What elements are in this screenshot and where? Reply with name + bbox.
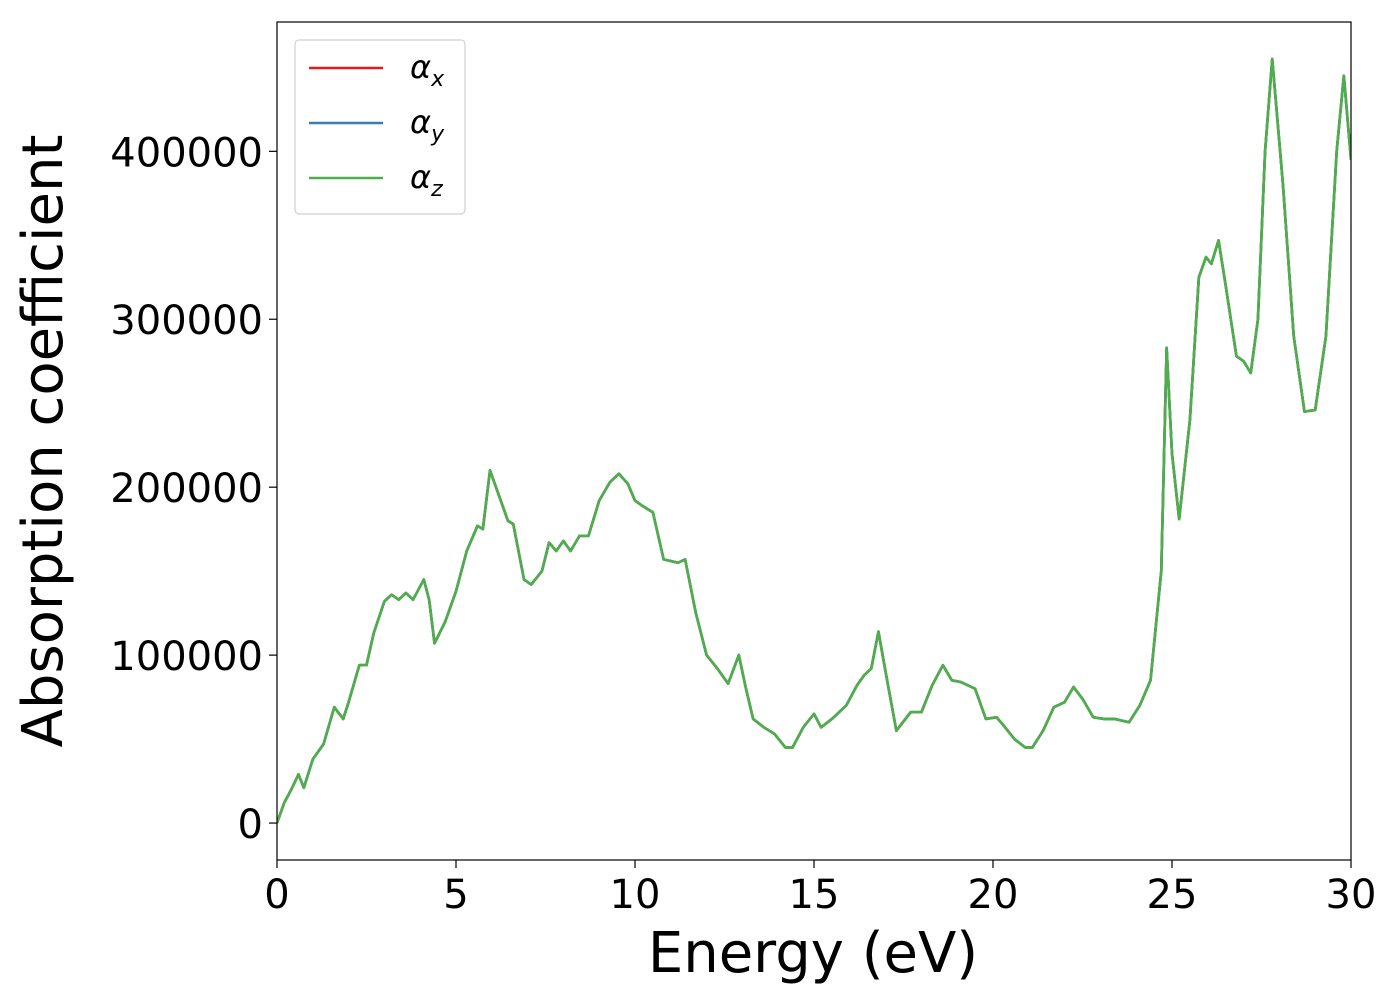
- x-tick-label: 5: [443, 872, 468, 918]
- legend-label: αy: [410, 103, 445, 147]
- y-tick-label: 400000: [110, 130, 263, 176]
- y-tick-label: 100000: [110, 634, 263, 680]
- y-tick-label: 300000: [110, 298, 263, 344]
- legend-label: αz: [410, 158, 443, 202]
- y-tick-label: 200000: [110, 466, 263, 512]
- x-tick-label: 0: [264, 872, 289, 918]
- plot-frame: [276, 21, 1352, 861]
- legend-box: [294, 39, 466, 215]
- x-tick-label: 15: [789, 872, 840, 918]
- x-tick-label: 25: [1147, 872, 1198, 918]
- y-axis-label: Absorption coefficient: [11, 135, 76, 748]
- x-tick-label: 20: [968, 872, 1019, 918]
- x-axis-label: Energy (eV): [648, 921, 978, 986]
- series-line: [277, 57, 1351, 824]
- y-tick-label: 0: [238, 802, 263, 848]
- legend-label: αx: [410, 48, 445, 92]
- x-tick-label: 10: [610, 872, 661, 918]
- x-tick-label: 30: [1326, 872, 1377, 918]
